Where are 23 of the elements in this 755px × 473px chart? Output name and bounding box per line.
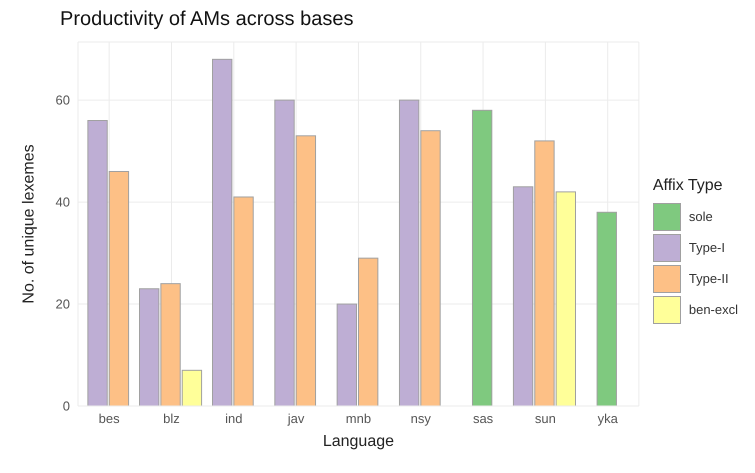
legend-label: Type-I — [688, 240, 725, 255]
bar — [596, 212, 617, 406]
x-tick-label: sun — [534, 411, 556, 426]
x-tick-label: nsy — [410, 411, 432, 426]
legend-label: ben-excl — [688, 302, 738, 317]
x-tick-label: sas — [472, 411, 494, 426]
bar — [472, 110, 492, 406]
x-tick-label: yka — [598, 411, 619, 426]
x-axis-title: Language — [322, 433, 394, 450]
legend-label: Type-II — [688, 271, 729, 286]
x-tick-label: ind — [225, 411, 242, 426]
x-tick-label: jav — [286, 411, 305, 426]
x-tick-label: mnb — [346, 411, 372, 426]
legend-title: Affix Type — [652, 177, 724, 195]
x-tick-label: bes — [98, 411, 120, 426]
y-tick-label: 0 — [62, 398, 70, 414]
x-tick-label: blz — [163, 411, 180, 426]
y-tick-label: 40 — [56, 194, 70, 210]
y-tick-label: 20 — [56, 296, 70, 312]
chart-title: Productivity of AMs across bases — [59, 8, 354, 32]
y-tick-label: 60 — [56, 92, 70, 108]
y-axis-title: No. of unique lexemes — [20, 144, 38, 304]
legend-label: sole — [688, 209, 713, 224]
